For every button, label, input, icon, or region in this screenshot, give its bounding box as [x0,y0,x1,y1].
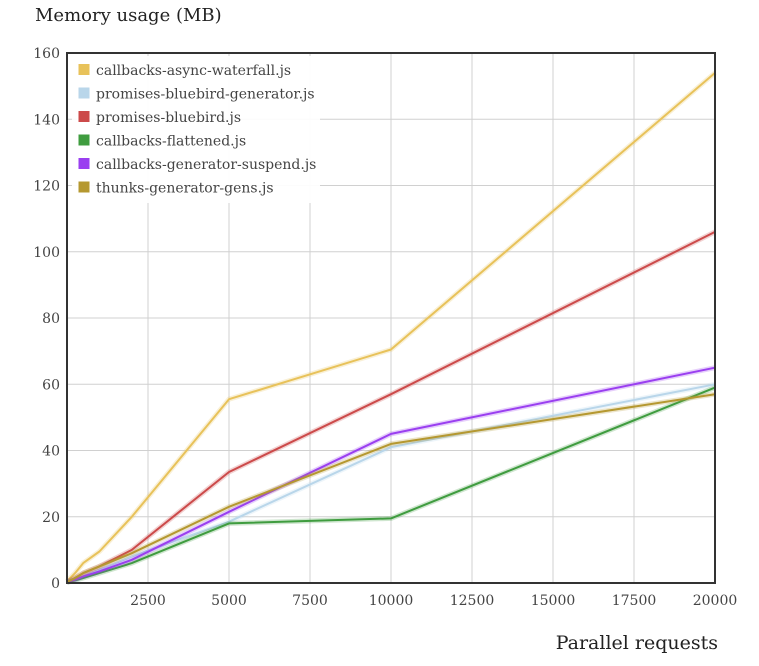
y-axis-title: Memory usage (MB) [35,5,222,26]
x-tick-label: 12500 [450,593,495,609]
y-tick-label: 160 [33,46,60,62]
legend-swatch [77,157,91,170]
legend-label: callbacks-flattened.js [96,134,246,150]
x-tick-label: 2500 [130,593,166,609]
legend-swatch [77,110,91,123]
legend-label: callbacks-async-waterfall.js [96,63,291,79]
legend-label: promises-bluebird-generator.js [96,87,315,103]
x-tick-label: 7500 [292,593,328,609]
y-tick-label: 20 [42,510,60,526]
legend-swatch [77,86,91,100]
legend-swatch [77,63,91,76]
x-axis-title: Parallel requests [556,632,718,654]
y-tick-label: 100 [33,245,60,261]
series-lines [65,70,717,585]
y-tick-label: 120 [33,179,60,195]
series-line-0 [66,72,716,583]
x-tick-label: 5000 [211,593,247,609]
x-tick-label: 15000 [531,593,576,609]
series-line-4 [66,366,716,583]
series-line-5 [66,393,716,583]
y-tick-label: 60 [42,377,60,393]
legend: callbacks-async-waterfall.js promises-blu… [72,56,320,203]
x-tick-label: 10000 [369,593,414,609]
legend-swatch [77,133,91,147]
legend-label: callbacks-generator-suspend.js [96,157,316,173]
legend-label: thunks-generator-gens.js [96,181,274,197]
y-tick-label: 140 [33,112,60,128]
legend-background [72,56,320,203]
y-tick-label: 40 [42,444,60,460]
x-tick-label: 17500 [612,593,657,609]
y-tick-label: 80 [42,311,60,327]
axis-ticks: 0 20 40 60 80 100 120 140 160 2500 5000 7500 10000 12… [33,46,737,609]
legend-label: promises-bluebird.js [96,110,241,126]
x-tick-label: 20000 [693,593,738,609]
legend-swatch [77,180,91,194]
y-tick-label: 0 [51,576,60,592]
plot-frame [66,52,716,584]
